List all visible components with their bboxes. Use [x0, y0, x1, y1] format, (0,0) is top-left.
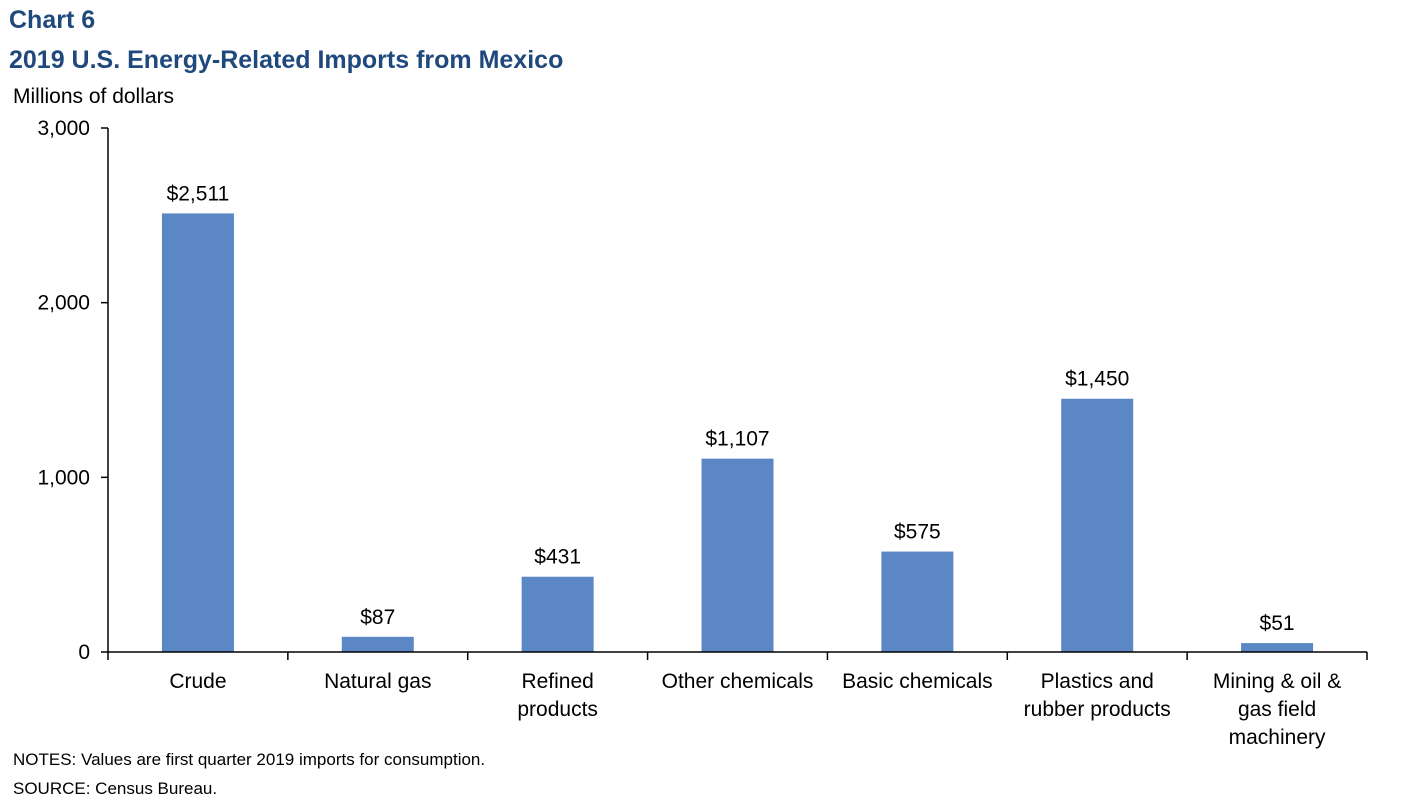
data-label-4: $575 [894, 521, 941, 544]
bars-group [161, 213, 1314, 653]
bar-2 [521, 576, 594, 652]
bar-6 [1241, 643, 1314, 652]
y-tick-label-0: 0 [78, 641, 90, 664]
category-label-6: Mining & oil & gas field machinery [1213, 670, 1341, 749]
data-label-0: $2,511 [167, 182, 230, 205]
category-label-4: Basic chemicals [842, 670, 993, 693]
bar-4 [881, 551, 954, 652]
source-text: SOURCE: Census Bureau. [13, 779, 218, 798]
data-label-3: $1,107 [705, 428, 769, 451]
bar-1 [341, 636, 414, 652]
chart-title: 2019 U.S. Energy-Related Imports from Me… [9, 46, 564, 74]
bar-3 [701, 458, 774, 652]
category-label-5: Plastics and rubber products [1024, 670, 1171, 721]
category-label-0: Crude [169, 670, 226, 693]
y-axis-label: Millions of dollars [13, 85, 175, 108]
y-tick-label-2: 2,000 [37, 292, 90, 315]
bar-0 [161, 213, 234, 653]
data-label-5: $1,450 [1065, 368, 1129, 391]
axes-group [101, 127, 1368, 660]
data-label-1: $87 [360, 606, 395, 629]
category-label-1: Natural gas [324, 670, 431, 693]
labels-group: $2,511 $87 $431 $1,107 $575 $1,450 $51 0 1,000 2,… [37, 117, 1341, 749]
notes-text: NOTES: Values are first quarter 2019 imp… [13, 750, 486, 769]
y-tick-label-3: 3,000 [37, 117, 90, 140]
data-label-2: $431 [534, 546, 581, 569]
category-label-3: Other chemicals [662, 670, 814, 693]
bar-5 [1061, 398, 1134, 652]
y-tick-label-1: 1,000 [37, 466, 90, 489]
chart-number: Chart 6 [9, 6, 96, 34]
category-label-2: Refined products [517, 670, 598, 721]
data-label-6: $51 [1260, 612, 1295, 635]
